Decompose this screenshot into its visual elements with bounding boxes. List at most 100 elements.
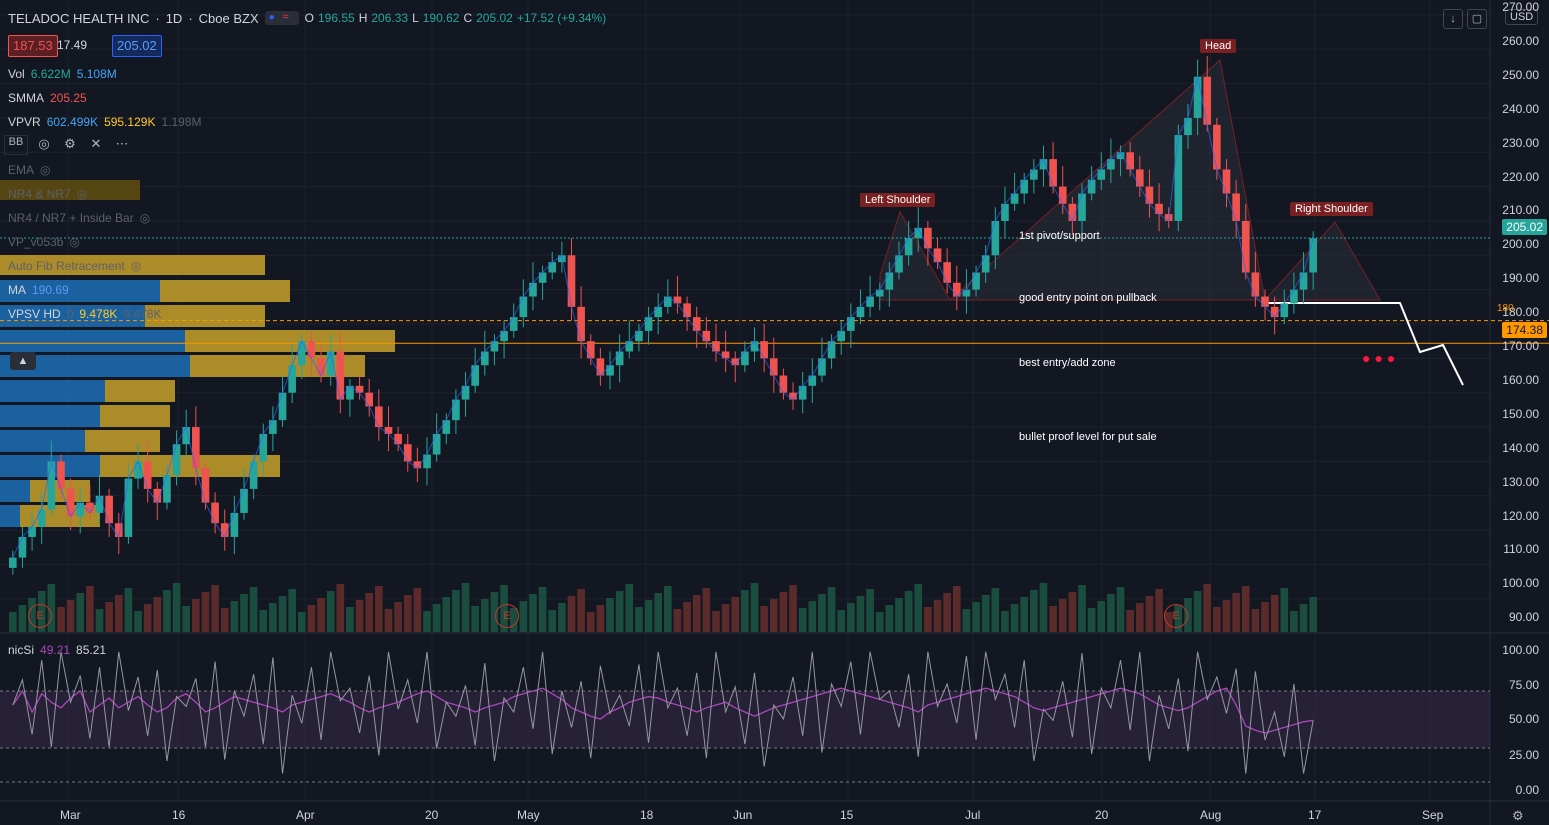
candle-body [1010, 193, 1019, 204]
candle-body [269, 420, 277, 434]
candle-body [1135, 169, 1144, 187]
time-tick: Sep [1422, 808, 1444, 822]
price-tick: 90.00 [1508, 610, 1539, 625]
market-status-pill[interactable]: ● ≈ [264, 11, 299, 25]
volume-bar [1097, 601, 1106, 632]
scroll-down-button[interactable]: ↓ [1443, 9, 1463, 29]
time-tick: Apr [296, 808, 315, 822]
legend-vp[interactable]: VP_v053b ◎ [8, 235, 80, 249]
volume-bar [827, 587, 836, 632]
pivot-note[interactable]: 1st pivot/support [1019, 230, 1100, 242]
candle-body [731, 358, 740, 366]
hidden-eye-icon[interactable]: ◎ [76, 187, 88, 201]
candle-body [683, 303, 691, 318]
close-icon[interactable]: ✕ [90, 136, 102, 151]
osc-tick: 0.00 [1515, 783, 1539, 797]
volume-bar [673, 609, 682, 632]
candle-body [1261, 296, 1269, 307]
bid-price-box[interactable]: 187.53 [8, 35, 58, 57]
legend-bb[interactable]: BB [4, 135, 28, 155]
projection-path [1262, 302, 1464, 386]
legend-nr4[interactable]: NR4 & NR7 ◎ [8, 187, 88, 201]
candle-body [750, 341, 759, 352]
legend-vpvr[interactable]: VPVR 602.499K 595.129K 1.198M [8, 115, 202, 129]
last-price-tag: 205.02 [1502, 219, 1547, 235]
candle-body [952, 282, 961, 297]
candle-body [1097, 169, 1106, 180]
volume-bar [981, 595, 990, 632]
price-tick: 180.00 [1502, 305, 1539, 320]
legend-fib[interactable]: Auto Fib Retracement ◎ [8, 259, 142, 273]
settings-gear-icon[interactable]: ⚙ [1512, 808, 1524, 823]
osc-tick: 100.00 [1502, 643, 1539, 657]
candle-body [134, 461, 142, 479]
volume-bar [731, 597, 740, 632]
earnings-badge[interactable]: E [495, 604, 519, 628]
candle-body [1020, 179, 1029, 194]
currency-label[interactable]: USD [1505, 9, 1539, 25]
interval-label[interactable]: 1D [165, 10, 183, 26]
bullet-proof-note[interactable]: bullet proof level for put sale [1019, 431, 1157, 443]
ask-price-box[interactable]: 205.02 [112, 35, 162, 57]
left-shoulder-label[interactable]: Left Shoulder [860, 193, 936, 207]
candle-body [211, 502, 219, 524]
hidden-eye-icon[interactable]: ◎ [40, 163, 51, 177]
price-tick: 130.00 [1502, 474, 1539, 489]
volume-bar [105, 602, 113, 632]
earnings-badge[interactable]: E [1164, 604, 1188, 628]
candle-body [375, 406, 383, 428]
hidden-eye-icon[interactable]: ◎ [139, 211, 151, 225]
candle-body [1203, 76, 1212, 125]
candle-body [403, 444, 412, 462]
entry-note[interactable]: good entry point on pullback [1019, 292, 1157, 304]
legend-nicsi[interactable]: nicSi 49.21 85.21 [8, 643, 107, 657]
right-shoulder-label[interactable]: Right Shoulder [1290, 202, 1373, 216]
candle-body [1222, 169, 1231, 194]
stochastic-line [12, 651, 1314, 774]
head-label[interactable]: Head [1200, 39, 1237, 53]
volume-profile-bar [0, 180, 140, 200]
volume-bar [847, 603, 855, 632]
volume-bar [220, 608, 229, 632]
volume-bar [741, 590, 749, 632]
volume-bar [1068, 592, 1077, 632]
legend-vpsv[interactable]: VPSV HD 0 9.478K 9.478K [8, 307, 162, 321]
volume-bar [1290, 611, 1298, 632]
volume-bar [1058, 599, 1067, 632]
candle-body [673, 296, 682, 304]
gear-icon[interactable]: ⚙ [64, 136, 76, 151]
legend-ema[interactable]: EMA ◎ [8, 163, 51, 177]
hidden-eye-icon[interactable]: ◎ [130, 259, 142, 273]
hide-eye-icon[interactable]: ◎ [38, 136, 50, 151]
separator-dot: · [155, 10, 160, 26]
symbol-name[interactable]: TELADOC HEALTH INC [8, 10, 150, 26]
hidden-eye-icon[interactable]: ◎ [69, 235, 80, 249]
legend-ma[interactable]: MA 190.69 [8, 283, 69, 297]
candle-body [172, 444, 181, 476]
volume-bar [1145, 596, 1154, 632]
volume-bar [1126, 610, 1134, 632]
volume-bar [972, 602, 980, 632]
volume-profile-bar [0, 505, 20, 527]
more-icon[interactable]: ⋯ [115, 136, 129, 151]
volume-bar [365, 593, 374, 632]
volume-profile-bar [85, 430, 160, 452]
candle-body [66, 488, 75, 517]
candle-body [654, 306, 662, 318]
best-entry-note[interactable]: best entry/add zone [1019, 357, 1116, 369]
candle-body [991, 220, 1000, 256]
maximize-button[interactable]: ▢ [1467, 9, 1487, 29]
candle-body [962, 289, 971, 297]
volume-bar [249, 587, 258, 632]
legend-smma[interactable]: SMMA 205.25 [8, 91, 87, 105]
legend-nr4-inside[interactable]: NR4 / NR7 + Inside Bar ◎ [8, 211, 151, 225]
candle-body [182, 427, 191, 445]
candle-body [1309, 238, 1317, 273]
collapse-legend-button[interactable]: ▲ [10, 352, 36, 370]
volume-bar [288, 589, 296, 632]
earnings-badge[interactable]: E [28, 604, 52, 628]
candle-body [577, 306, 585, 342]
volume-profile-bar [30, 480, 90, 502]
legend-vol[interactable]: Vol 6.622M 5.108M [8, 67, 117, 81]
